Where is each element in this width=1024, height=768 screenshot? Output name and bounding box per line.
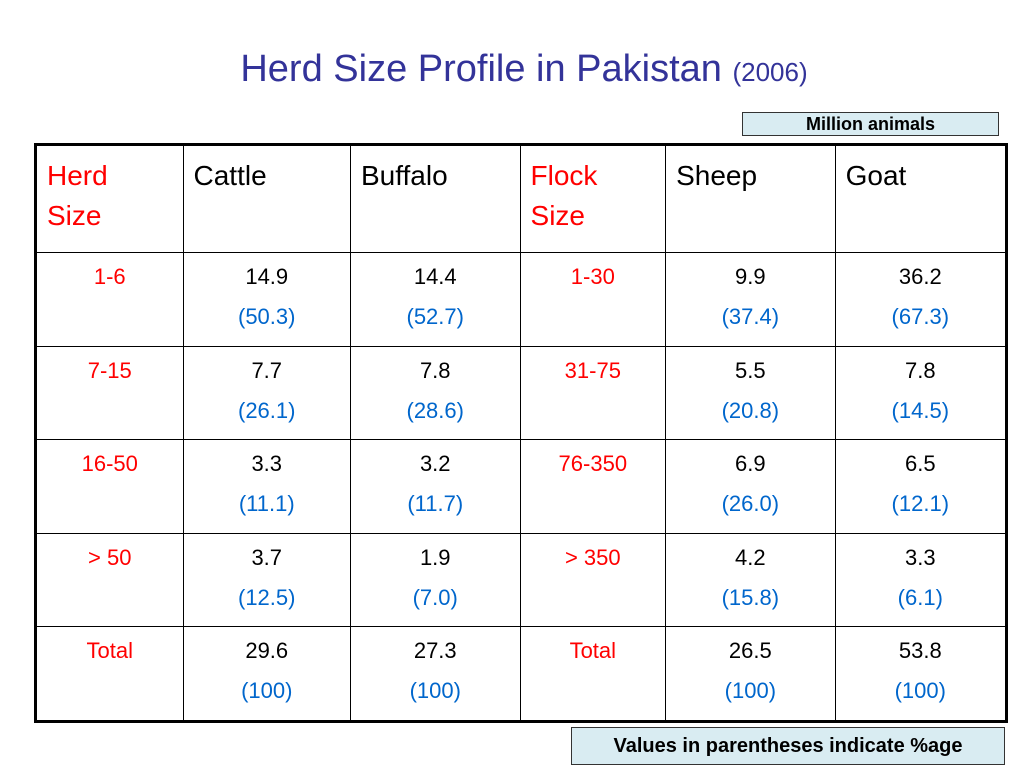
table-row: 1-6 14.9 (50.3) 14.4 (52.7) 1-30 9.9 (37.4)… <box>35 252 1008 347</box>
buffalo-value: 7.8 <box>419 357 451 383</box>
flock-size-cell: 76-350 <box>519 439 667 534</box>
buffalo-cell: 14.4 (52.7) <box>349 252 521 347</box>
flock-size-cell: > 350 <box>519 532 667 628</box>
goat-percent: (6.1) <box>897 584 943 610</box>
goat-percent: (100) <box>894 678 946 704</box>
header-herd-size-line2: Size <box>47 200 102 231</box>
page-title: Herd Size Profile in Pakistan (2006) <box>0 44 1024 97</box>
sheep-cell: 9.9 (37.4) <box>665 252 836 347</box>
cattle-cell: 3.3 (11.1) <box>182 439 351 534</box>
sheep-cell: 6.9 (26.0) <box>665 439 836 534</box>
cattle-percent: (100) <box>241 678 293 704</box>
herd-size-table: Herd Size Cattle Buffalo Flock Size Shee… <box>34 143 1008 723</box>
goat-percent: (12.1) <box>891 491 950 517</box>
footnote: Values in parentheses indicate %age <box>571 727 1005 765</box>
cattle-percent: (26.1) <box>238 397 296 423</box>
header-herd-size: Herd Size <box>35 144 184 253</box>
sheep-value: 6.9 <box>735 451 766 477</box>
cattle-percent: (11.1) <box>238 491 295 517</box>
goat-percent: (67.3) <box>891 304 950 329</box>
table-row: 16-50 3.3 (11.1) 3.2 (11.7) 76-350 6.9 (26.… <box>35 439 1008 534</box>
cattle-percent: (50.3) <box>238 304 296 329</box>
sheep-percent: (37.4) <box>721 304 780 329</box>
title-main: Herd Size Profile in Pakistan <box>240 48 733 90</box>
goat-cell: 53.8 (100) <box>834 626 1008 722</box>
goat-cell: 3.3 (6.1) <box>834 532 1008 628</box>
sheep-value: 9.9 <box>735 264 766 289</box>
table-row-total: Total 29.6 (100) 27.3 (100) Total 26.5 (100… <box>35 626 1008 722</box>
header-sheep: Sheep <box>665 144 836 253</box>
buffalo-cell: 7.8 (28.6) <box>349 345 521 441</box>
cattle-cell: 3.7 (12.5) <box>182 532 351 628</box>
buffalo-percent: (100) <box>409 678 461 704</box>
goat-value: 53.8 <box>898 638 942 664</box>
buffalo-value: 3.2 <box>419 451 451 477</box>
header-herd-size-line1: Herd <box>47 160 108 191</box>
herd-size-cell: 16-50 <box>35 439 184 534</box>
sheep-value: 4.2 <box>735 544 766 570</box>
flock-size-cell: Total <box>519 626 667 722</box>
cattle-value: 29.6 <box>245 638 289 664</box>
cattle-value: 7.7 <box>251 357 283 383</box>
sheep-value: 26.5 <box>728 638 772 664</box>
cattle-cell: 29.6 (100) <box>182 626 351 722</box>
buffalo-value: 14.4 <box>413 264 457 289</box>
sheep-cell: 5.5 (20.8) <box>665 345 836 441</box>
goat-value: 36.2 <box>898 264 942 289</box>
buffalo-percent: (52.7) <box>406 304 464 329</box>
buffalo-percent: (11.7) <box>407 491 464 517</box>
goat-cell: 7.8 (14.5) <box>834 345 1008 441</box>
goat-value: 3.3 <box>905 544 936 570</box>
herd-size-cell: 7-15 <box>35 345 184 441</box>
flock-size-cell: 31-75 <box>519 345 667 441</box>
buffalo-percent: (7.0) <box>412 584 458 610</box>
goat-percent: (14.5) <box>891 397 950 423</box>
cattle-value: 14.9 <box>245 264 289 289</box>
sheep-value: 5.5 <box>735 357 766 383</box>
table-row: 7-15 7.7 (26.1) 7.8 (28.6) 31-75 5.5 (20.8)… <box>35 345 1008 441</box>
cattle-percent: (12.5) <box>238 584 296 610</box>
unit-label: Million animals <box>742 112 999 136</box>
goat-cell: 36.2 (67.3) <box>834 252 1008 347</box>
cattle-cell: 14.9 (50.3) <box>182 252 351 347</box>
sheep-percent: (20.8) <box>721 397 780 423</box>
sheep-cell: 26.5 (100) <box>665 626 836 722</box>
herd-size-cell: > 50 <box>35 532 184 628</box>
header-goat: Goat <box>834 144 1008 253</box>
buffalo-cell: 27.3 (100) <box>349 626 521 722</box>
buffalo-value: 1.9 <box>419 544 451 570</box>
cattle-value: 3.3 <box>251 451 283 477</box>
header-buffalo: Buffalo <box>349 144 521 253</box>
table-header-row: Herd Size Cattle Buffalo Flock Size Shee… <box>35 144 1008 253</box>
cattle-cell: 7.7 (26.1) <box>182 345 351 441</box>
goat-cell: 6.5 (12.1) <box>834 439 1008 534</box>
table-row: > 50 3.7 (12.5) 1.9 (7.0) > 350 4.2 (15.8) … <box>35 532 1008 628</box>
herd-size-cell: 1-6 <box>35 252 184 347</box>
buffalo-cell: 1.9 (7.0) <box>349 532 521 628</box>
header-flock-size-line2: Size <box>530 200 585 231</box>
header-flock-size: Flock Size <box>519 144 667 253</box>
buffalo-percent: (28.6) <box>406 397 464 423</box>
sheep-cell: 4.2 (15.8) <box>665 532 836 628</box>
sheep-percent: (15.8) <box>721 584 780 610</box>
title-year: (2006) <box>732 57 808 87</box>
sheep-percent: (100) <box>724 678 777 704</box>
header-flock-size-line1: Flock <box>530 160 598 191</box>
goat-value: 6.5 <box>905 451 936 477</box>
herd-size-cell: Total <box>35 626 184 722</box>
flock-size-cell: 1-30 <box>519 252 667 347</box>
buffalo-value: 27.3 <box>413 638 457 664</box>
goat-value: 7.8 <box>905 357 936 383</box>
cattle-value: 3.7 <box>251 544 283 570</box>
sheep-percent: (26.0) <box>721 491 780 517</box>
buffalo-cell: 3.2 (11.7) <box>349 439 521 534</box>
header-cattle: Cattle <box>182 144 351 253</box>
